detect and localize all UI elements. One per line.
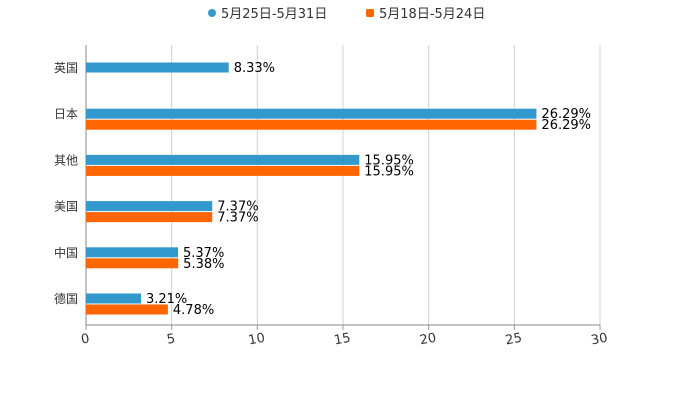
- data-label: 15.95%: [364, 153, 414, 168]
- bar[interactable]: [86, 119, 537, 130]
- data-label: 5.38%: [183, 257, 224, 272]
- bar[interactable]: [86, 258, 179, 269]
- x-tick-label: 15: [333, 331, 352, 349]
- data-label: 26.29%: [541, 118, 591, 133]
- x-tick-label: 25: [504, 331, 523, 349]
- x-tick-label: 0: [80, 331, 91, 347]
- data-label: 4.78%: [173, 303, 214, 318]
- bar[interactable]: [86, 293, 141, 304]
- legend-marker[interactable]: [208, 9, 216, 17]
- category-label: 美国: [54, 200, 78, 214]
- legend-label[interactable]: 5月18日-5月24日: [379, 7, 485, 22]
- bar[interactable]: [86, 62, 229, 73]
- bar[interactable]: [86, 154, 360, 165]
- bar[interactable]: [86, 212, 213, 223]
- data-label: 26.29%: [541, 107, 591, 122]
- x-tick-label: 30: [590, 331, 609, 349]
- data-label: 7.37%: [217, 200, 258, 215]
- data-label: 8.33%: [234, 61, 275, 76]
- category-label: 德国: [54, 291, 78, 306]
- data-label: 15.95%: [364, 164, 414, 179]
- bar[interactable]: [86, 201, 213, 212]
- legend-label[interactable]: 5月25日-5月31日: [221, 7, 327, 22]
- bar[interactable]: [86, 165, 360, 176]
- x-tick-label: 5: [166, 331, 177, 347]
- x-tick-label: 20: [419, 331, 438, 349]
- data-label: 5.37%: [183, 246, 224, 261]
- category-label: 中国: [54, 245, 78, 260]
- data-label: 7.37%: [217, 211, 258, 226]
- bar[interactable]: [86, 108, 537, 119]
- legend-marker[interactable]: [366, 9, 374, 17]
- category-label: 英国: [54, 61, 78, 75]
- data-label: 3.21%: [146, 292, 187, 307]
- x-tick-label: 10: [247, 331, 266, 349]
- bar[interactable]: [86, 304, 168, 315]
- category-label: 日本: [54, 107, 78, 121]
- category-label: 其他: [54, 153, 78, 167]
- bar[interactable]: [86, 247, 179, 258]
